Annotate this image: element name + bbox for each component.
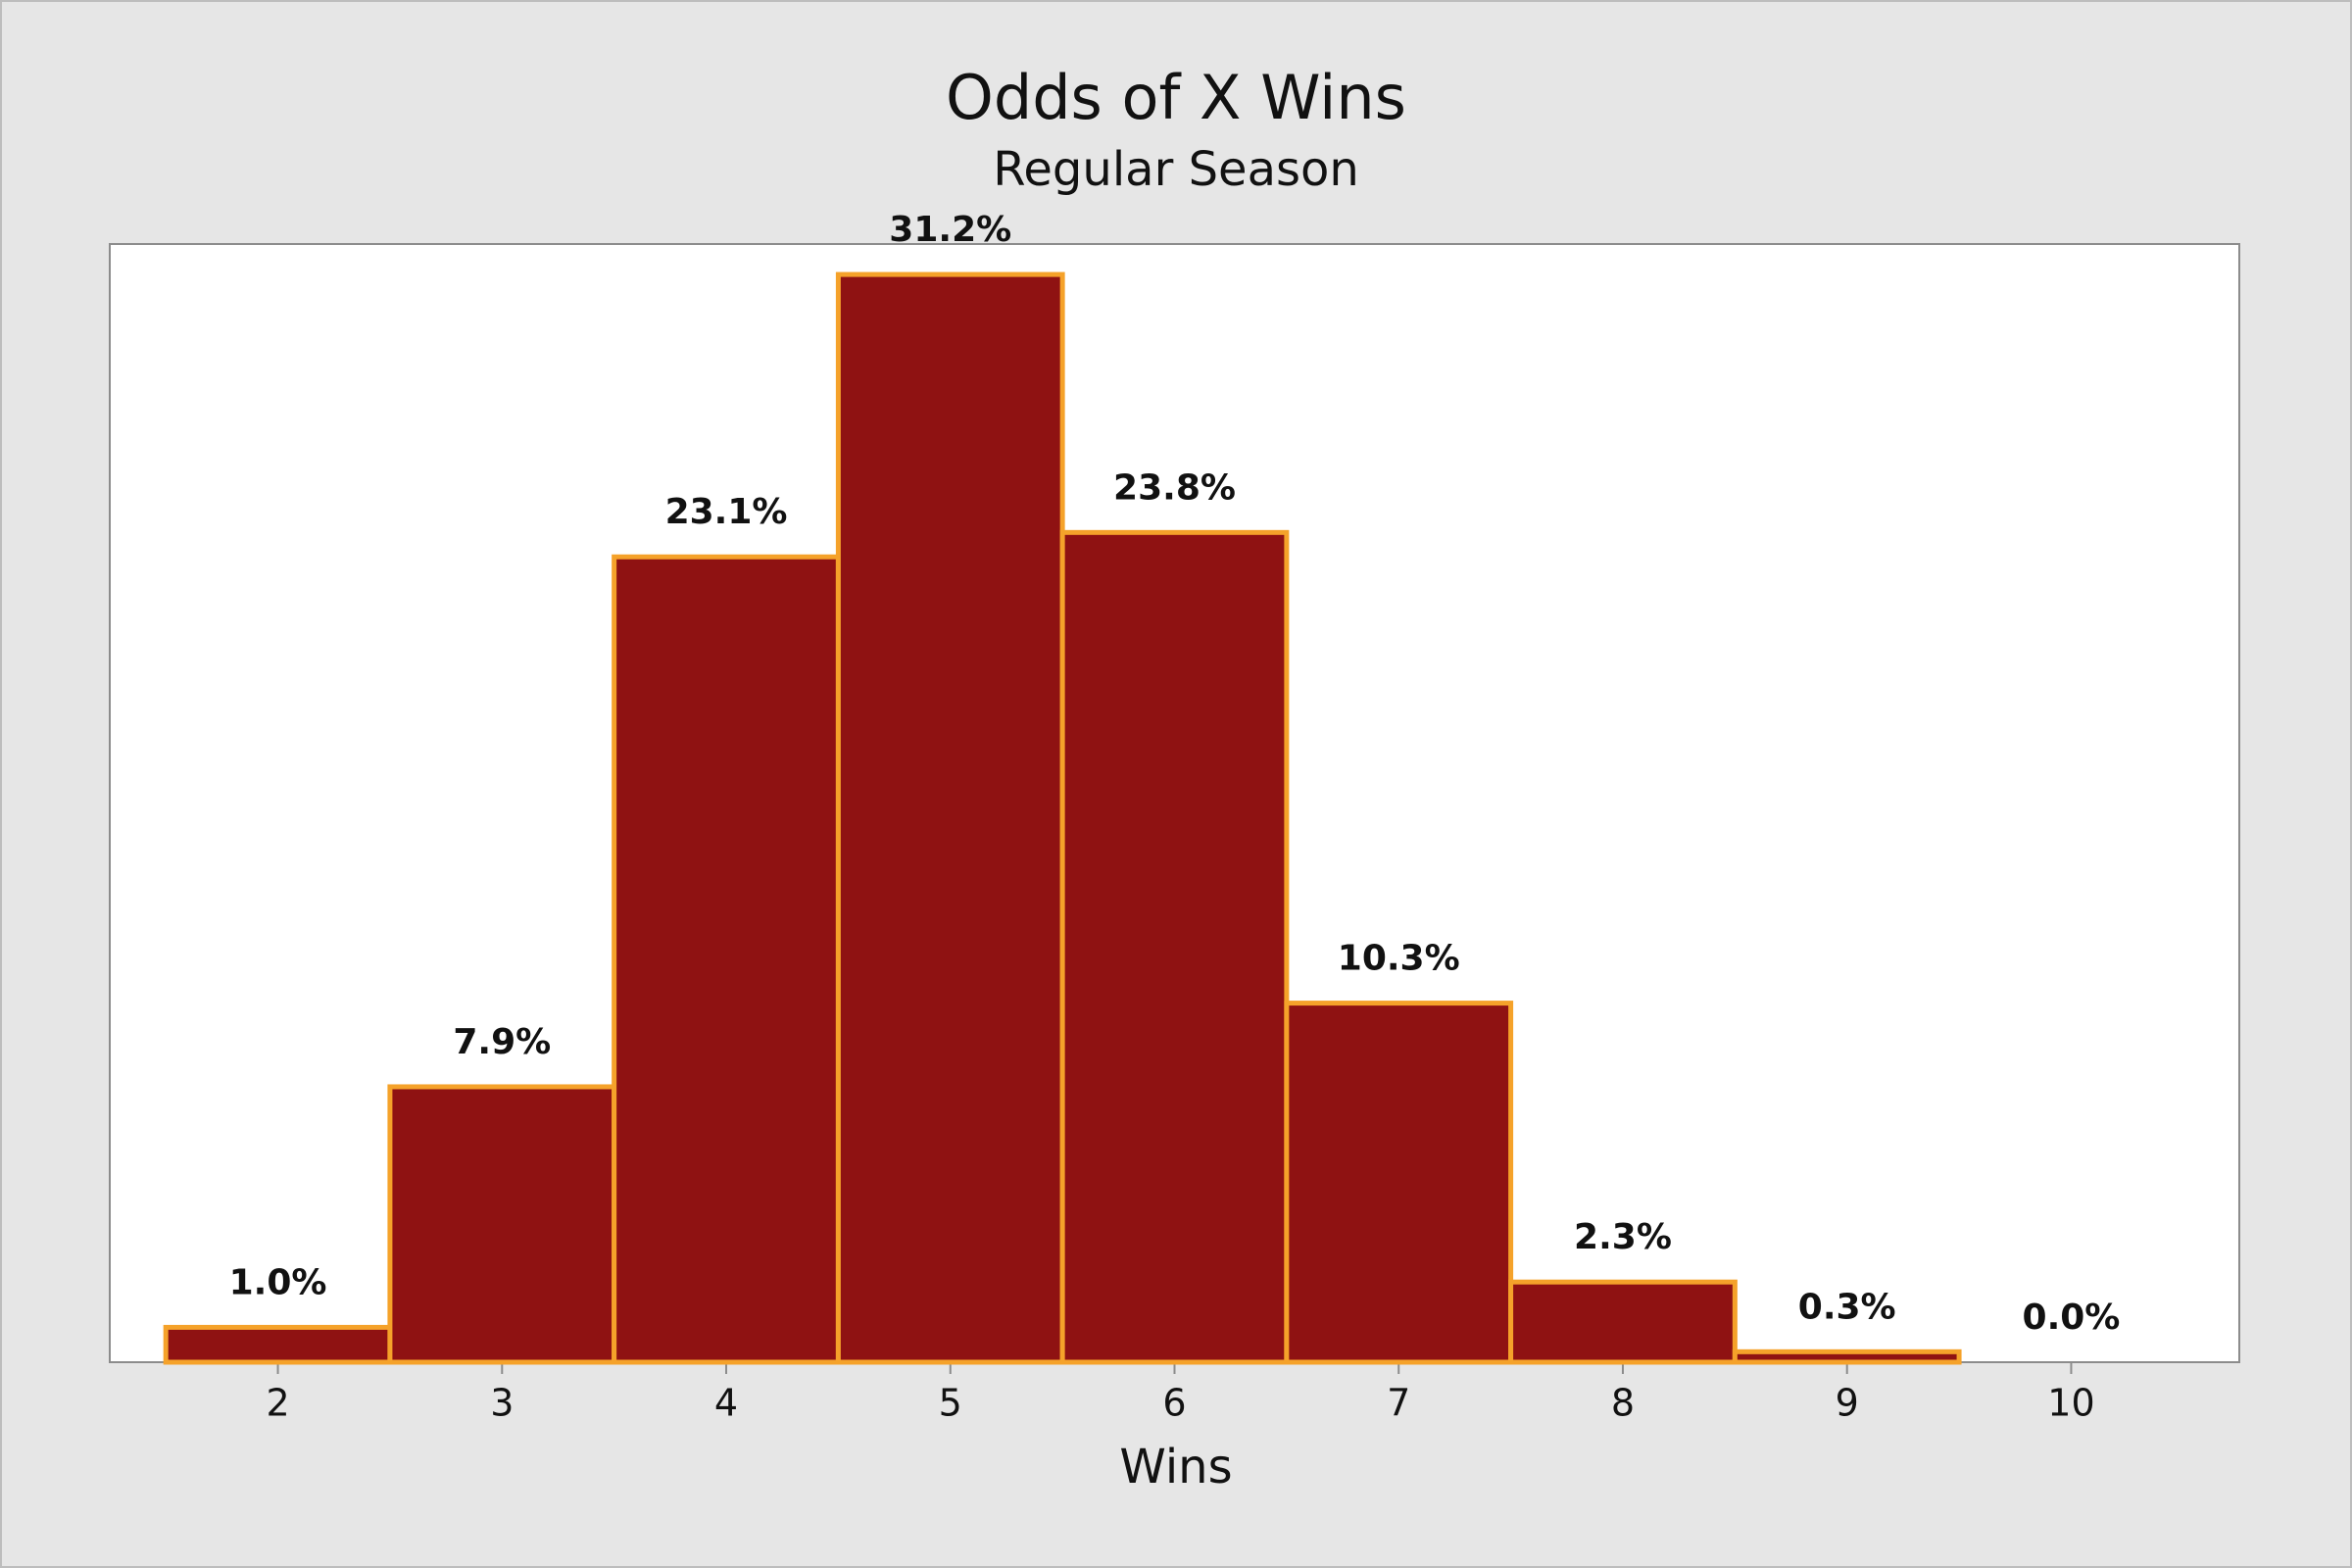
data-label: 7.9% (453, 1022, 551, 1062)
bar (1284, 1001, 1514, 1365)
bar (1059, 529, 1290, 1365)
chart-title: Odds of X Wins (946, 62, 1406, 133)
x-tick-label: 7 (1387, 1382, 1410, 1425)
x-tick-label: 3 (490, 1382, 514, 1425)
bar (163, 1324, 393, 1365)
data-label: 0.3% (1798, 1287, 1896, 1327)
bar (1508, 1279, 1738, 1365)
bar (835, 271, 1065, 1365)
data-label: 23.8% (1113, 467, 1236, 508)
x-tick-label: 8 (1611, 1382, 1635, 1425)
bar (1732, 1348, 1962, 1365)
data-label: 2.3% (1574, 1217, 1672, 1257)
x-tick-label: 5 (939, 1382, 962, 1425)
x-tick-label: 10 (2047, 1382, 2094, 1425)
data-label: 23.1% (665, 492, 788, 532)
bar (612, 554, 841, 1365)
data-label: 1.0% (229, 1262, 327, 1302)
x-tick-label: 6 (1162, 1382, 1186, 1425)
bar (387, 1084, 617, 1365)
data-label: 10.3% (1338, 939, 1460, 979)
data-label: 0.0% (2023, 1298, 2121, 1338)
chart-subtitle: Regular Season (993, 142, 1359, 197)
x-tick-label: 9 (1836, 1382, 1859, 1425)
data-label: 31.2% (889, 210, 1011, 250)
x-tick-label: 4 (714, 1382, 738, 1425)
x-axis-label: Wins (1119, 1440, 1232, 1494)
x-tick-label: 2 (266, 1382, 289, 1425)
